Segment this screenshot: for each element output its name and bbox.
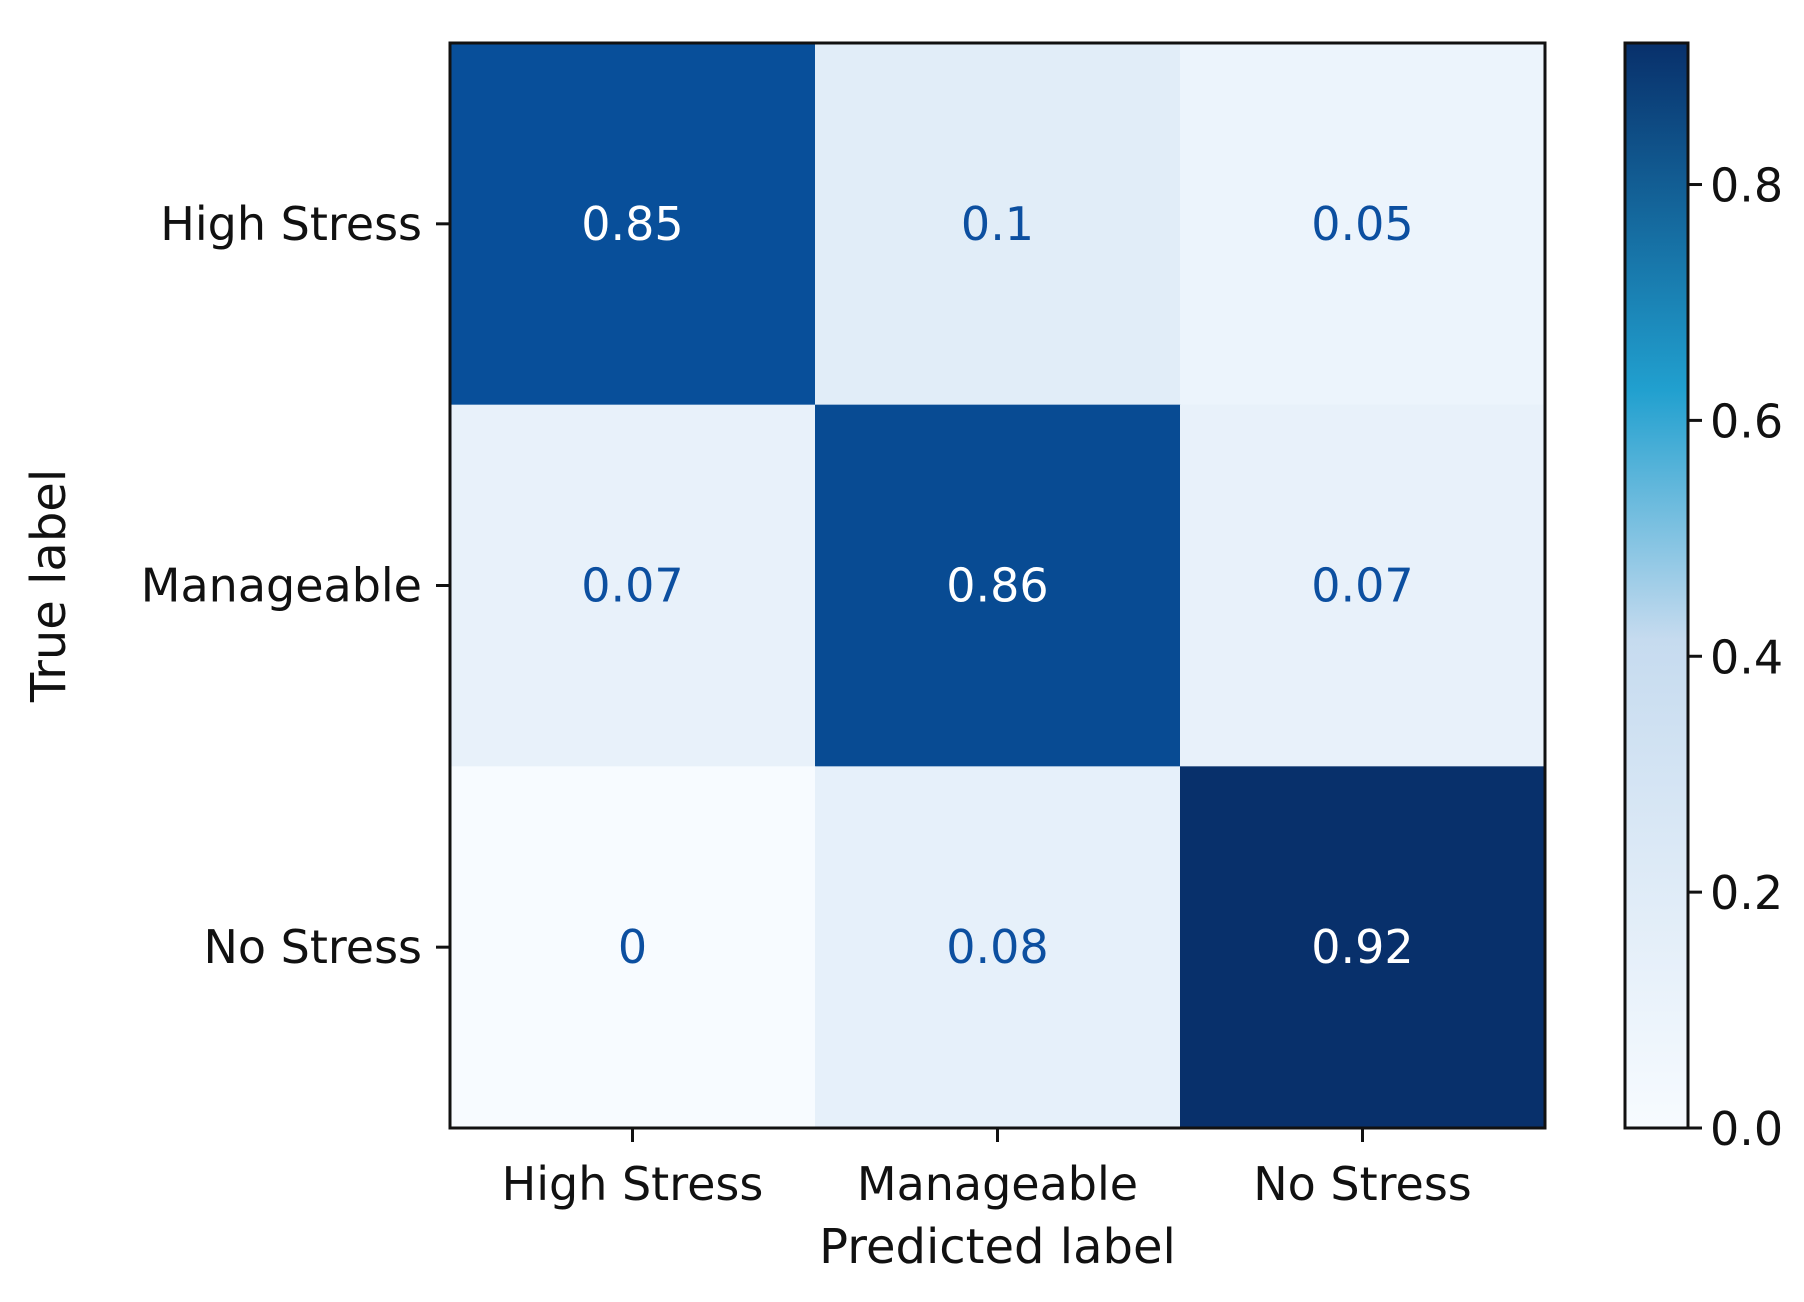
- colorbar-tick-label-2: 0.4: [1710, 630, 1783, 684]
- y-tick-label-2: No Stress: [203, 920, 422, 974]
- colorbar-tick-label-3: 0.6: [1710, 394, 1783, 448]
- colorbar-tick-label-1: 0.2: [1710, 866, 1783, 920]
- cell-2-0: [450, 766, 816, 1129]
- y-axis-ticks: High Stress Manageable No Stress: [141, 197, 450, 974]
- colorbar-ticks: 0.0 0.2 0.4 0.6 0.8: [1688, 159, 1783, 1156]
- x-tick-label-1: Manageable: [857, 1157, 1138, 1211]
- colorbar: [1623, 41, 1690, 1130]
- x-tick-label-2: No Stress: [1253, 1157, 1472, 1211]
- colorbar-tick-label-0: 0.0: [1710, 1102, 1783, 1156]
- cell-value-2-2: 0.92: [1311, 920, 1413, 974]
- cell-2-2: [1180, 766, 1546, 1129]
- x-tick-label-0: High Stress: [502, 1157, 764, 1211]
- cell-1-0: [450, 404, 816, 767]
- cell-value-1-0: 0.07: [581, 559, 683, 613]
- cell-0-1: [815, 43, 1181, 406]
- cell-value-0-0: 0.85: [581, 197, 683, 251]
- x-axis-ticks: High Stress Manageable No Stress: [502, 1128, 1472, 1211]
- cell-0-0: [450, 43, 816, 406]
- cell-value-0-2: 0.05: [1311, 197, 1413, 251]
- cell-value-0-1: 0.1: [961, 197, 1034, 251]
- cell-value-2-0: 0: [618, 920, 647, 974]
- cell-value-1-1: 0.86: [946, 559, 1048, 613]
- y-axis-title: True label: [21, 469, 77, 703]
- y-tick-label-1: Manageable: [141, 559, 422, 613]
- colorbar-tick-label-4: 0.8: [1710, 159, 1783, 213]
- cell-value-1-2: 0.07: [1311, 559, 1413, 613]
- cell-0-2: [1180, 43, 1546, 406]
- cell-value-2-1: 0.08: [946, 920, 1048, 974]
- cell-2-1: [815, 766, 1181, 1129]
- y-tick-label-0: High Stress: [160, 197, 422, 251]
- cell-1-2: [1180, 404, 1546, 767]
- x-axis-title: Predicted label: [819, 1219, 1176, 1275]
- cell-1-1: [815, 404, 1181, 767]
- heatmap-cells: 0.85 0.1 0.05 0.07 0.86 0.07 0 0.08 0.92: [450, 43, 1546, 1129]
